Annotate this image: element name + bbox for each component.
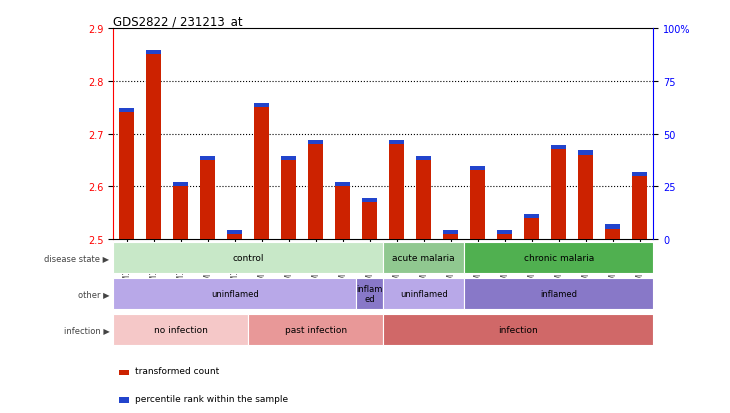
Bar (524, 214, 539, 218)
Bar (470, 171, 485, 240)
Text: past infection: past infection (285, 325, 347, 334)
Bar (281, 161, 296, 240)
Bar (416, 157, 431, 161)
Bar (248, 314, 383, 346)
Bar (118, 397, 129, 403)
Bar (383, 278, 464, 310)
Bar (119, 109, 134, 113)
Bar (383, 314, 653, 346)
Bar (632, 176, 648, 240)
Bar (173, 183, 188, 187)
Bar (113, 242, 383, 274)
Text: uninflamed: uninflamed (400, 290, 447, 298)
Text: chronic malaria: chronic malaria (523, 254, 594, 262)
Bar (551, 150, 566, 240)
Bar (227, 234, 242, 240)
Bar (118, 370, 129, 375)
Bar (254, 108, 269, 240)
Bar (227, 230, 242, 234)
Bar (497, 234, 512, 240)
Bar (146, 55, 161, 240)
Text: acute malaria: acute malaria (393, 254, 455, 262)
Bar (362, 203, 377, 240)
Text: no infection: no infection (154, 325, 207, 334)
Bar (416, 161, 431, 240)
Bar (389, 140, 404, 145)
Text: transformed count: transformed count (135, 366, 219, 375)
Bar (578, 155, 593, 240)
Bar (146, 51, 161, 55)
Bar (497, 230, 512, 234)
Bar (113, 314, 248, 346)
Bar (464, 278, 653, 310)
Bar (605, 225, 620, 229)
Text: infection: infection (499, 325, 538, 334)
Bar (389, 145, 404, 240)
Text: control: control (232, 254, 264, 262)
Text: percentile rank within the sample: percentile rank within the sample (135, 394, 288, 403)
Text: inflamed: inflamed (540, 290, 577, 298)
Bar (308, 140, 323, 145)
Bar (443, 230, 458, 234)
Bar (281, 157, 296, 161)
Text: GDS2822 / 231213_at: GDS2822 / 231213_at (113, 15, 243, 28)
Bar (551, 146, 566, 150)
Bar (200, 161, 215, 240)
Text: inflam
ed: inflam ed (356, 284, 383, 304)
Bar (464, 242, 653, 274)
Bar (335, 187, 350, 240)
Bar (173, 187, 188, 240)
Bar (632, 172, 648, 176)
Text: other ▶: other ▶ (78, 290, 110, 298)
Text: uninflamed: uninflamed (211, 290, 258, 298)
Bar (470, 167, 485, 171)
Bar (119, 113, 134, 240)
Bar (200, 157, 215, 161)
Text: infection ▶: infection ▶ (64, 325, 110, 334)
Bar (362, 199, 377, 203)
Bar (578, 151, 593, 155)
Bar (383, 242, 464, 274)
Text: disease state ▶: disease state ▶ (45, 254, 110, 262)
Bar (605, 229, 620, 240)
Bar (113, 278, 356, 310)
Bar (356, 278, 383, 310)
Bar (254, 104, 269, 108)
Bar (524, 218, 539, 240)
Bar (443, 234, 458, 240)
Bar (335, 183, 350, 187)
Bar (308, 145, 323, 240)
